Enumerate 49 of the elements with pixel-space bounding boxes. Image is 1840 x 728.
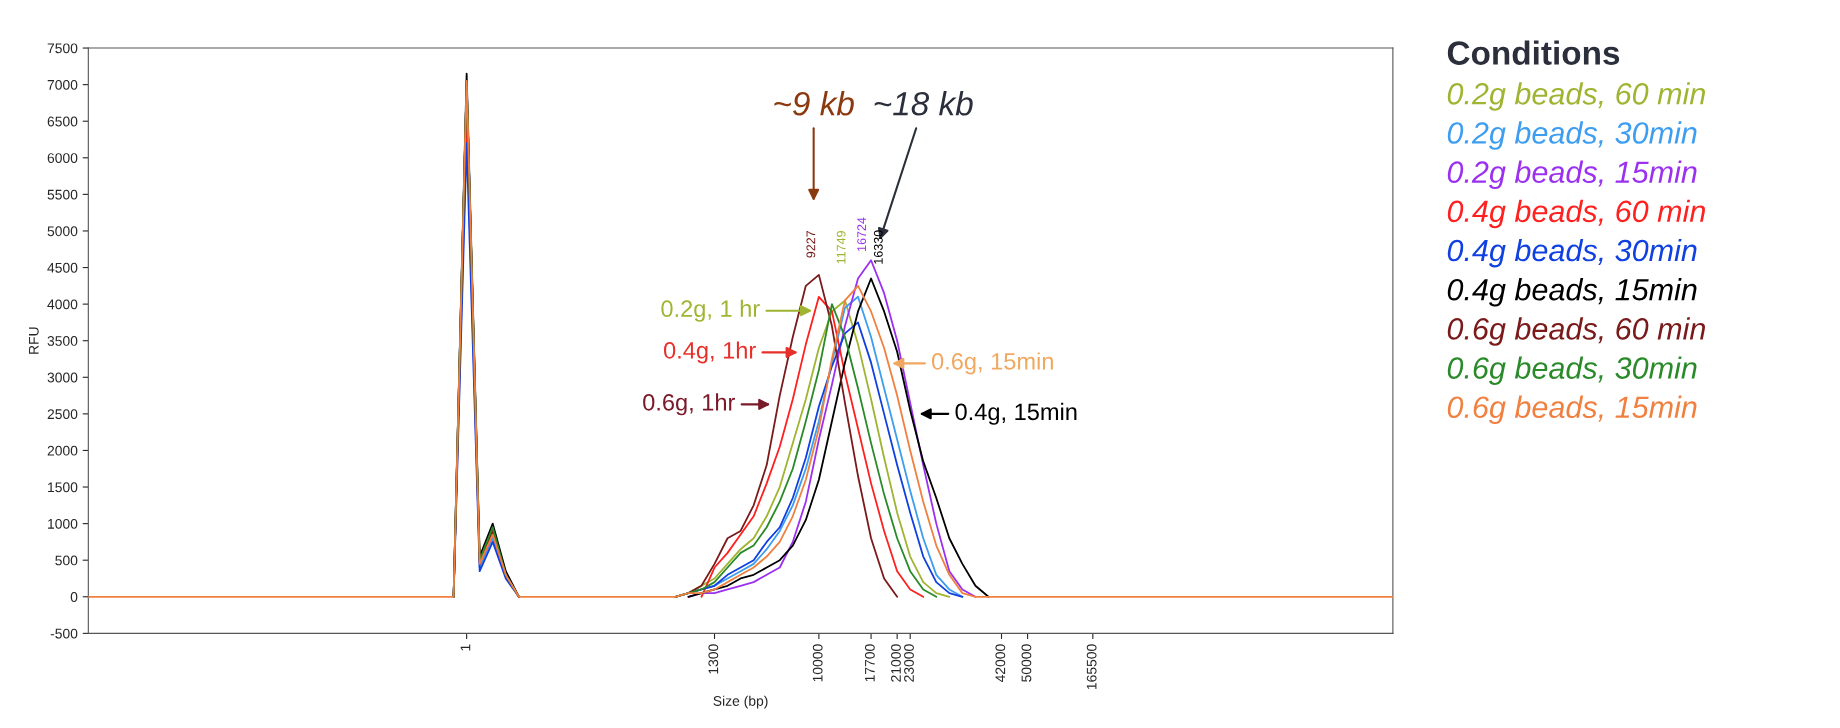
y-tick-label: 3500 bbox=[47, 336, 78, 346]
text: 0.2g beads, 30min bbox=[1447, 121, 1697, 150]
line-series bbox=[88, 80, 1393, 598]
annotation: 0.4g, 1hr bbox=[663, 341, 756, 364]
y-tick-label: -500 bbox=[50, 628, 78, 639]
x-tick-label: 21000 bbox=[891, 644, 901, 682]
x-tick-label: 17700 bbox=[864, 644, 875, 682]
text: 0.4g beads, 15min bbox=[1447, 278, 1697, 307]
y-tick-label: 4000 bbox=[47, 299, 78, 310]
y-tick-label: 7500 bbox=[47, 43, 78, 54]
y-tick-label: 2500 bbox=[47, 409, 78, 420]
text: 0.6g beads, 60 min bbox=[1447, 317, 1705, 346]
annotation: ~18 kb bbox=[874, 91, 973, 116]
annotation: 0.2g, 1 hr bbox=[661, 299, 760, 322]
y-tick-label: 5500 bbox=[47, 189, 78, 200]
x-tick-label: 1300 bbox=[708, 644, 719, 674]
annotation: 16724 bbox=[857, 217, 867, 251]
x-tick-label: 50000 bbox=[1021, 644, 1032, 682]
text: 0.4g beads, 30min bbox=[1447, 238, 1697, 268]
x-tick-label: 1 bbox=[460, 644, 471, 651]
x-tick-label: 10000 bbox=[812, 644, 823, 682]
annotation: 11749 bbox=[836, 231, 846, 264]
y-tick-label: 6000 bbox=[47, 153, 78, 163]
text: 0.6g beads, 15min bbox=[1447, 395, 1697, 425]
annotation: 0.6g, 1hr bbox=[643, 393, 735, 416]
y-axis-title: RFU bbox=[29, 327, 39, 354]
annotation: 9227 bbox=[806, 231, 816, 258]
y-tick-label: 7000 bbox=[47, 79, 78, 90]
y-tick-label: 0 bbox=[70, 592, 78, 602]
legend-title: Conditions bbox=[1447, 40, 1620, 65]
text: 0.2g beads, 60 min bbox=[1447, 82, 1705, 111]
y-tick-label: 4500 bbox=[47, 262, 78, 273]
x-tick-label: 23000 bbox=[904, 644, 914, 682]
x-tick-label: 42000 bbox=[995, 644, 1006, 683]
x-axis-title: Size (bp) bbox=[713, 695, 768, 709]
annotation: ~9 kb bbox=[774, 91, 854, 116]
annotation: 0.6g, 15min bbox=[931, 352, 1053, 375]
text: 0.6g beads, 30min bbox=[1447, 356, 1697, 385]
x-tick-label: 165500 bbox=[1086, 644, 1097, 690]
text: 0.4g beads, 60 min bbox=[1447, 199, 1705, 229]
y-tick-label: 3000 bbox=[47, 372, 78, 383]
text: 0.2g beads, 15min bbox=[1447, 160, 1697, 190]
y-tick-label: 5000 bbox=[47, 226, 78, 237]
y-tick-label: 1000 bbox=[48, 518, 78, 529]
annotation: 0.4g, 15min bbox=[955, 402, 1077, 425]
y-tick-label: 500 bbox=[55, 555, 78, 566]
y-tick-label: 6500 bbox=[47, 116, 78, 127]
y-tick-label: 2000 bbox=[47, 445, 78, 456]
y-tick-label: 1500 bbox=[48, 482, 78, 493]
